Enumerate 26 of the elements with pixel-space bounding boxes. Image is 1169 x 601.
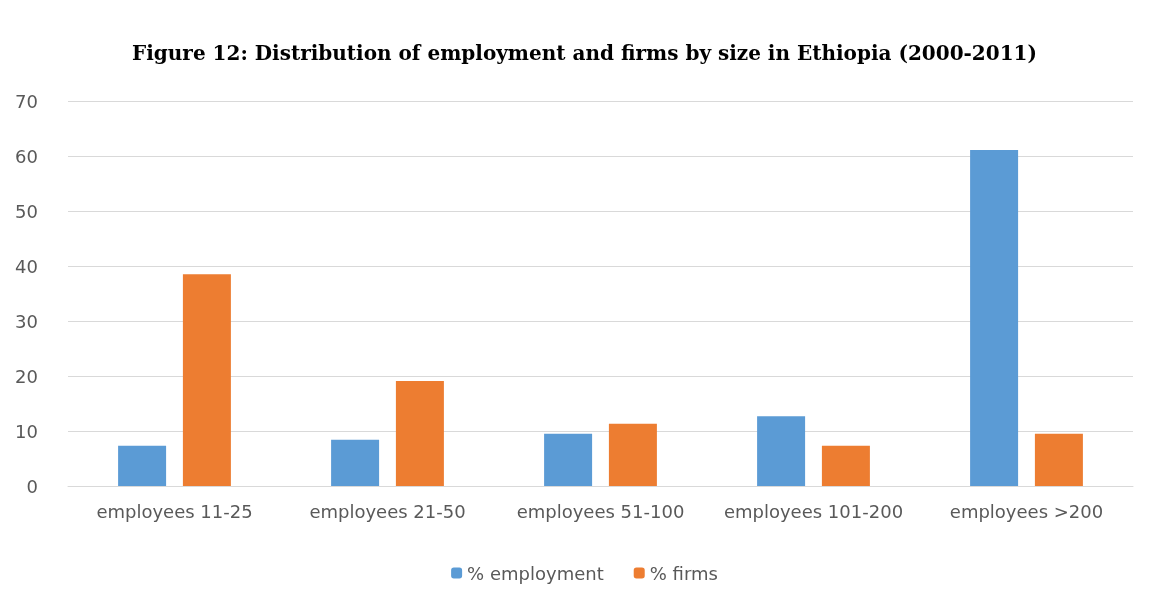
- bar: [970, 149, 1019, 486]
- bar: [1034, 433, 1083, 486]
- bar: [821, 445, 870, 486]
- y-tick-label: 30: [15, 310, 38, 332]
- y-tick-label: 60: [15, 145, 38, 167]
- bar: [395, 380, 444, 486]
- x-tick-label: employees 11-25: [96, 500, 253, 522]
- bar: [331, 439, 380, 486]
- x-tick-label: employees 21-50: [309, 500, 466, 522]
- bar: [182, 274, 231, 486]
- chart-title: Figure 12: Distribution of employment and firms by size in Ethiopia (2000-2011): [132, 41, 1037, 65]
- legend-label: % employment: [467, 562, 604, 584]
- y-tick-label: 20: [15, 365, 38, 387]
- x-tick-label: employees 101-200: [723, 500, 904, 522]
- x-tick-label: employees >200: [949, 500, 1104, 522]
- bar: [118, 445, 167, 486]
- bar: [608, 423, 657, 486]
- y-tick-label: 50: [15, 200, 38, 222]
- y-tick-label: 10: [15, 420, 38, 442]
- bar: [544, 433, 593, 486]
- x-tick-label: employees 51-100: [516, 500, 685, 522]
- y-tick-label: 40: [15, 255, 38, 277]
- y-tick-label: 70: [15, 90, 38, 112]
- bar: [757, 416, 806, 486]
- y-tick-label: 0: [26, 475, 38, 497]
- legend-label: % firms: [649, 562, 718, 584]
